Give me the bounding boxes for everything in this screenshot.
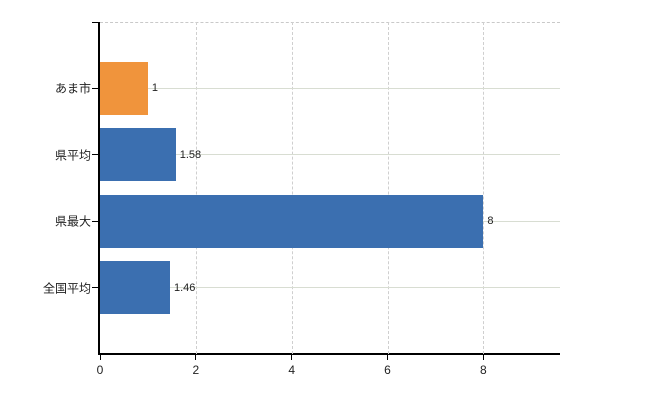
horizontal-gridline [100, 287, 560, 289]
x-tick-label: 8 [479, 363, 487, 377]
category-label: 県平均 [54, 148, 91, 163]
category-axis-labels: あま市県平均県最大全国平均 [0, 22, 91, 354]
plot-top-border [100, 22, 560, 23]
y-axis-tick [92, 220, 98, 222]
y-axis [98, 22, 100, 355]
vertical-gridline [483, 22, 485, 354]
y-axis-tick [92, 154, 98, 156]
bar [100, 128, 176, 182]
bar-value-label: 1.46 [173, 281, 196, 294]
bar-value-label: 8 [487, 215, 494, 228]
x-axis-tick [291, 355, 293, 360]
x-tick-label: 6 [384, 363, 391, 377]
plot-area: 0 2 4 6 8 1 1.58 8 1.46 [92, 22, 560, 377]
category-label: 県最大 [54, 214, 91, 229]
x-axis [98, 353, 560, 355]
x-tick-label: 2 [192, 363, 200, 377]
bar [100, 261, 170, 315]
y-axis-tick [92, 87, 98, 89]
category-label: 全国平均 [42, 281, 91, 296]
x-tick-label: 0 [96, 363, 104, 377]
vertical-gridline [291, 22, 293, 354]
x-axis-tick [482, 355, 484, 360]
bar [100, 61, 148, 115]
bar-value-label: 1 [151, 82, 159, 95]
category-label: あま市 [54, 81, 91, 96]
horizontal-gridline [100, 154, 560, 156]
horizontal-gridline [100, 87, 560, 89]
bar [100, 194, 484, 248]
y-axis-tick [92, 287, 98, 289]
x-axis-tick [99, 355, 101, 360]
bar-value-label: 1.58 [179, 148, 202, 161]
vertical-gridline [195, 22, 197, 354]
vertical-gridline [387, 22, 389, 354]
x-axis-tick [387, 355, 388, 360]
x-tick-label: 4 [288, 363, 295, 377]
x-axis-tick [195, 355, 197, 360]
y-axis-end-tick [92, 22, 98, 23]
